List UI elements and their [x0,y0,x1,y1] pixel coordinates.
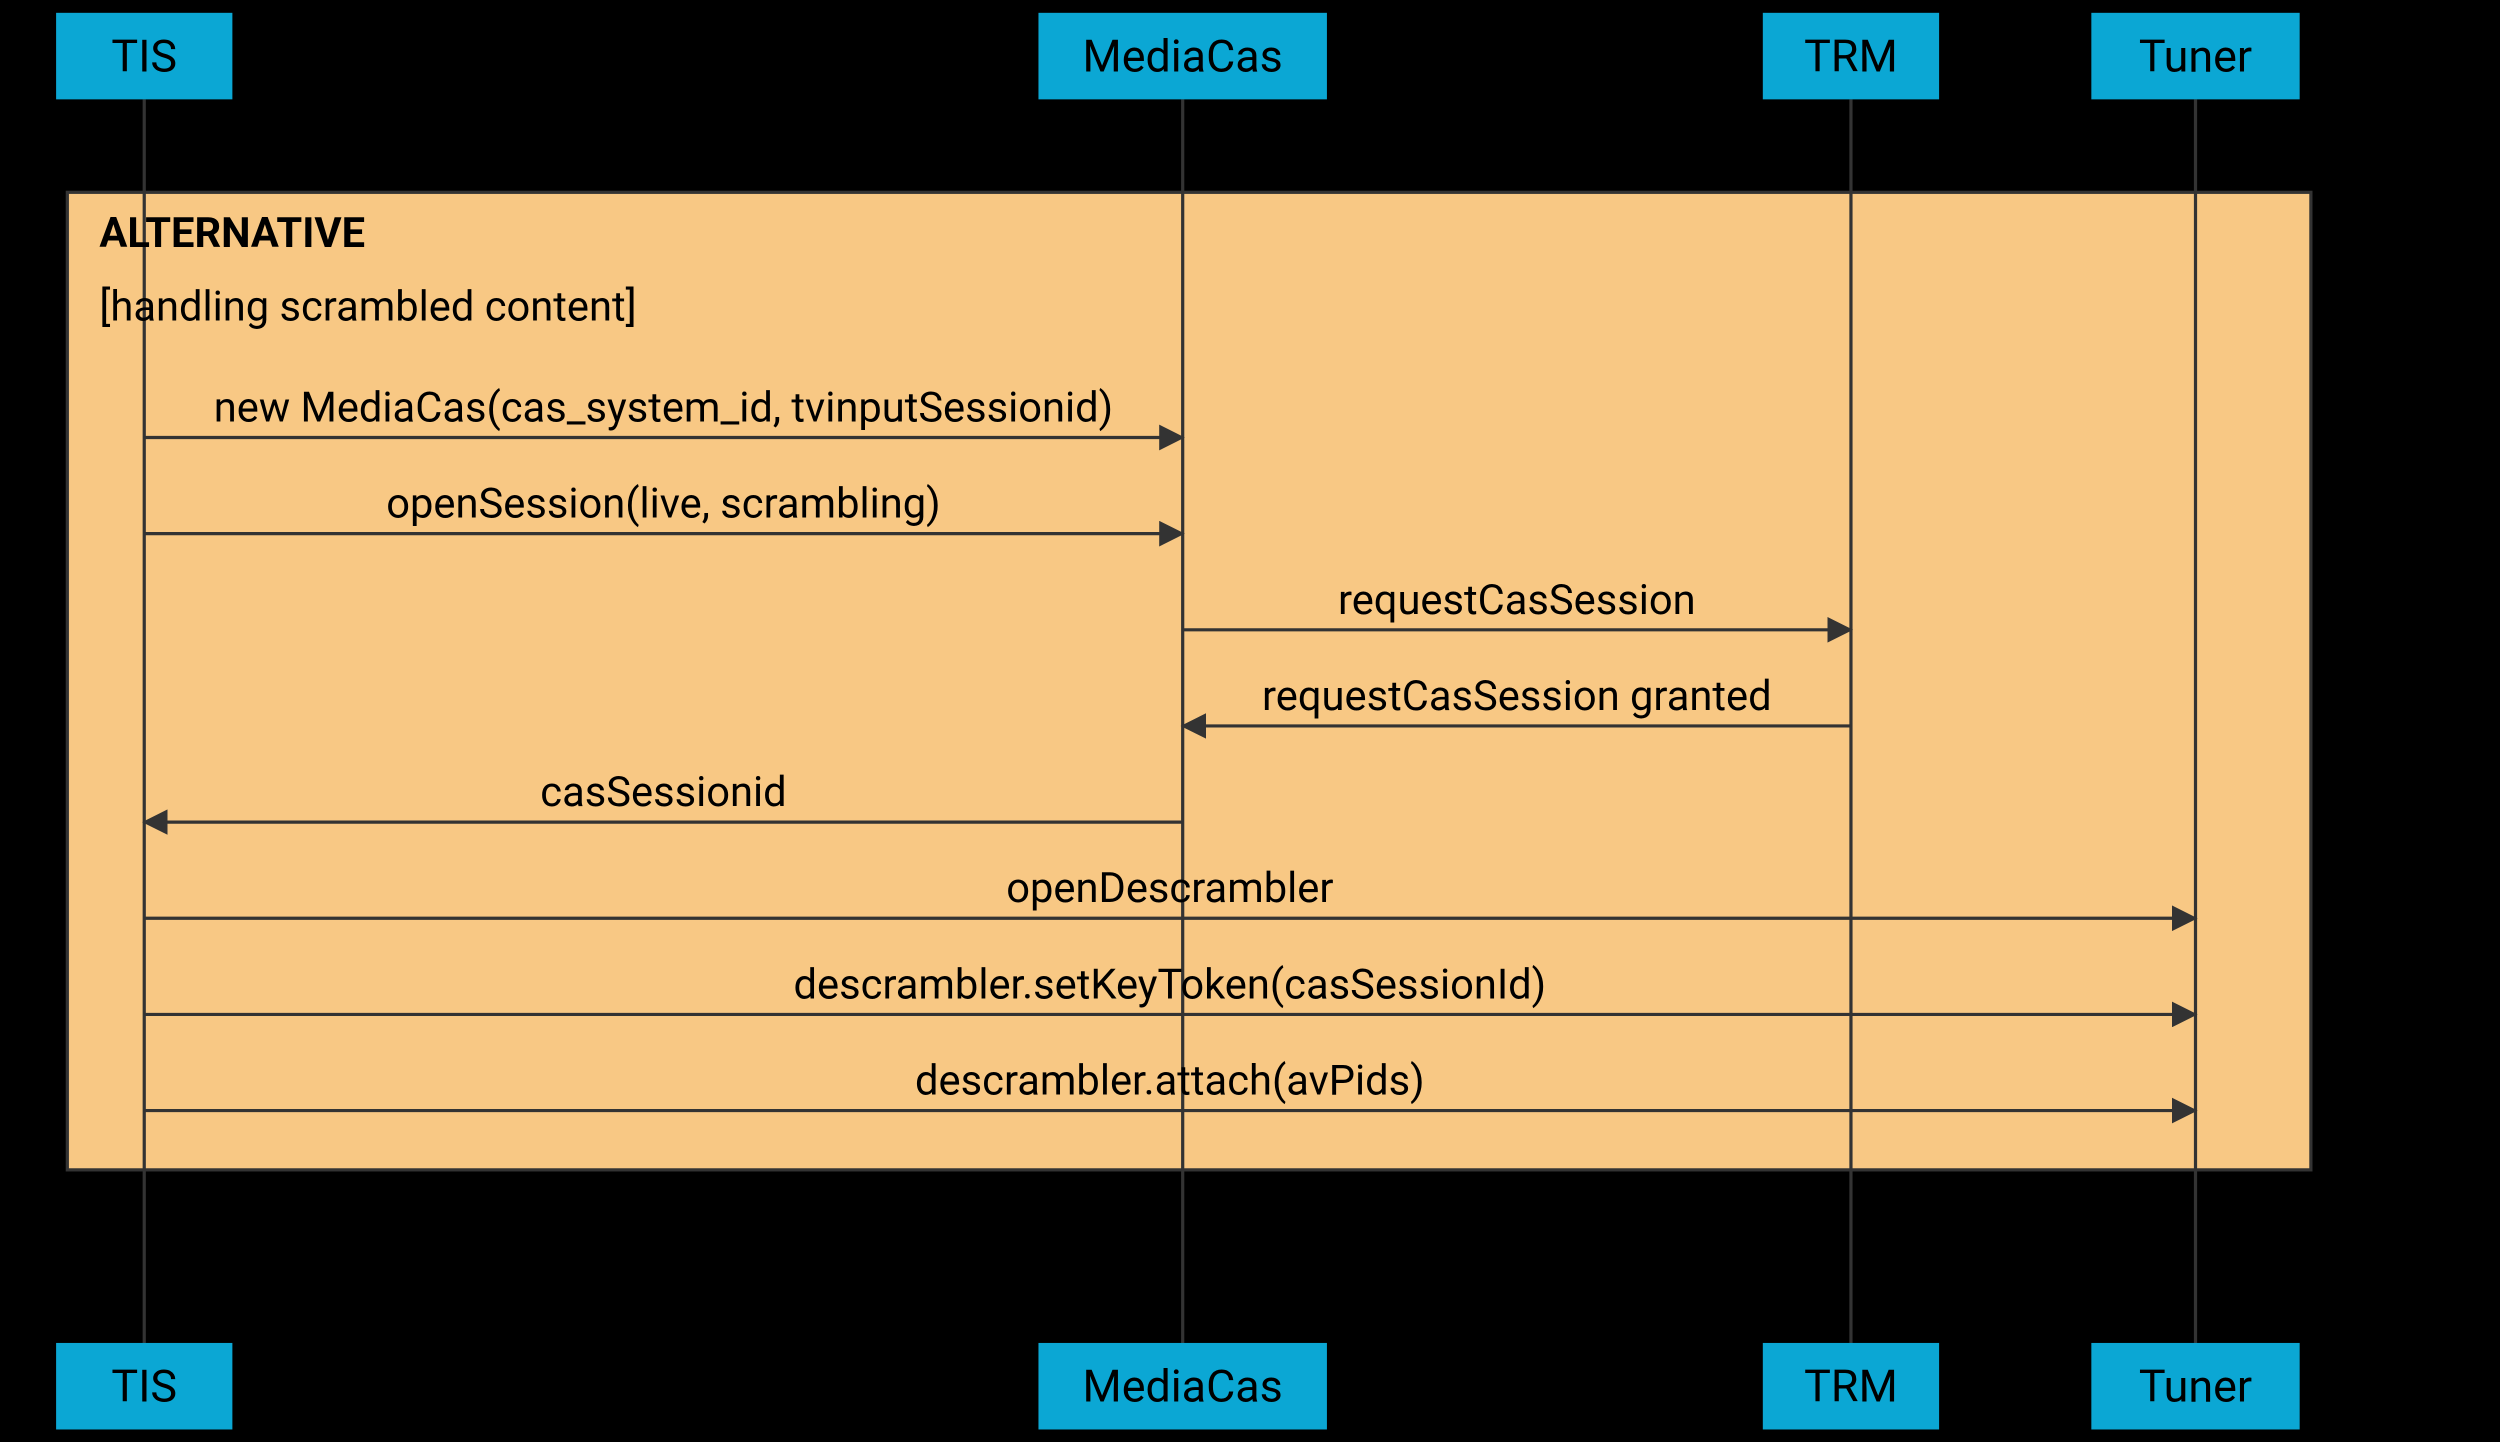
alt-frame [67,192,2311,1170]
actor-label-tis: TIS [111,1360,177,1413]
actor-label-trm: TRM [1804,1360,1898,1413]
message-label-2: requestCasSession [1338,576,1696,625]
actor-label-trm: TRM [1804,30,1898,83]
message-label-5: openDescrambler [1006,864,1333,913]
message-label-6: descrambler.setKeyToken(casSessionId) [794,960,1547,1009]
actor-label-tuner: Tuner [2139,1360,2252,1413]
actor-label-mediacas: MediaCas [1083,30,1283,83]
alt-title: ALTERNATIVE [99,209,365,258]
actor-label-tis: TIS [111,30,177,83]
sequence-diagram: ALTERNATIVE [handling scrambled content] n… [0,0,2500,1442]
message-label-0: new MediaCas(cas_system_id, tvinputSessi… [214,383,1113,432]
message-label-7: descrambler.attach(avPids) [915,1057,1425,1106]
message-label-3: requestCasSession granted [1262,672,1772,721]
message-label-1: openSession(live, scrambling) [386,480,940,529]
actor-label-mediacas: MediaCas [1083,1360,1283,1413]
alt-guard: [handling scrambled content] [99,283,636,332]
message-label-4: casSessionid [540,768,786,817]
actor-label-tuner: Tuner [2139,30,2252,83]
